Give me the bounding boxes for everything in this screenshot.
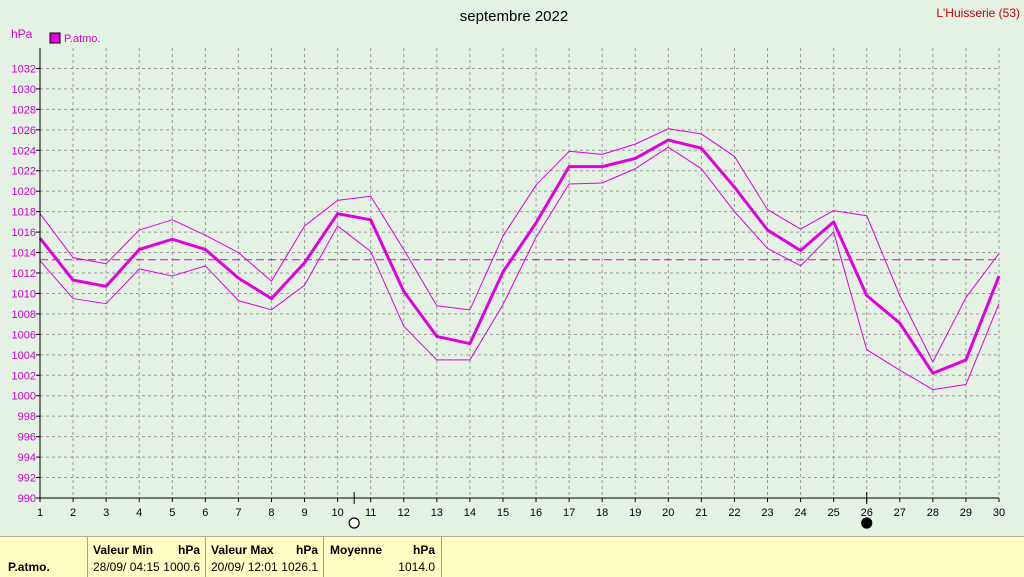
series-line-max [39,128,1000,363]
x-tick-label: 10 [331,507,343,519]
y-tick-label: 1028 [12,104,36,116]
y-tick-label: 1000 [12,391,36,403]
y-tick-label: 1008 [12,309,36,321]
x-tick-label: 26 [861,507,873,519]
series-group [38,128,1001,391]
max-value: 1026.1 [281,560,318,574]
y-tick-label: 1002 [12,370,36,382]
x-tick-label: 19 [629,507,641,519]
min-label: Valeur Min [93,543,154,557]
y-tick-label: 1022 [12,166,36,178]
mean-cell: Moyenne hPa 1014.0 [324,537,442,577]
x-tick-label: 27 [894,507,906,519]
y-tick-label: 1016 [12,227,36,239]
x-tick-label: 9 [301,507,307,519]
chart-area: septembre 2022 L'Huisserie (53) hPa P.at… [11,6,1020,529]
y-tick-label: 1026 [12,125,36,137]
y-tick-label: 1004 [12,350,36,362]
x-tick-label: 21 [695,507,707,519]
x-tick-label: 20 [662,507,674,519]
x-tick-label: 24 [794,507,806,519]
x-tick-label: 2 [70,507,76,519]
y-tick-label: 994 [18,452,36,464]
moon-phases [348,492,873,529]
x-tick-label: 13 [431,507,443,519]
x-tick-label: 12 [398,507,410,519]
x-tick-label: 30 [993,507,1005,519]
x-tick-label: 25 [828,507,840,519]
y-tick-label: 1032 [12,63,36,75]
y-tick-label: 992 [18,473,36,485]
chart-title: septembre 2022 [460,8,568,25]
x-tick-label: 29 [960,507,972,519]
x-tick-label: 22 [728,507,740,519]
y-axis-label: hPa [11,27,33,41]
y-tick-label: 1024 [12,145,36,157]
stats-panel: P.atmo. Valeur Min hPa 28/09/ 04:15 1000… [0,536,1024,577]
x-tick-label: 16 [530,507,542,519]
legend-swatch [49,32,61,44]
max-cell: Valeur Max hPa 20/09/ 12:01 1026.1 [206,537,324,577]
x-tick-label: 8 [268,507,274,519]
max-label: Valeur Max [211,543,274,557]
y-tick-label: 996 [18,432,36,444]
x-tick-label: 11 [365,507,376,519]
y-tick-label: 998 [18,411,36,423]
x-tick-label: 5 [169,507,175,519]
y-tick-label: 1014 [12,248,36,260]
legend-label: P.atmo. [64,33,101,45]
mean-unit: hPa [412,543,435,557]
y-tick-label: 1012 [12,268,36,280]
y-tick-labels: 990 992 994 996 998 1000 1002 1004 1006 1008 1010 1… [12,63,40,505]
y-tick-label: 990 [18,493,36,505]
x-tick-label: 17 [563,507,575,519]
min-datetime: 28/09/ 04:15 [93,560,160,574]
x-tick-labels: 1 2 3 4 5 6 7 8 9 10 11 12 13 14 15 16 17 18 19 20 21 22 23 24 2… [37,498,1005,519]
y-tick-label: 1020 [12,186,36,198]
pressure-chart: septembre 2022 L'Huisserie (53) hPa P.at… [11,6,1020,529]
series-line-mean [38,138,1001,375]
y-tick-label: 1010 [12,288,36,300]
y-tick-label: 1006 [12,329,36,341]
min-cell: Valeur Min hPa 28/09/ 04:15 1000.6 [88,537,206,577]
x-tick-label: 3 [103,507,109,519]
min-unit: hPa [177,543,200,557]
mean-value: 1014.0 [398,560,435,574]
full-moon-icon [348,517,360,529]
x-tick-label: 15 [497,507,509,519]
x-tick-label: 4 [136,507,142,519]
max-datetime: 20/09/ 12:01 [211,560,278,574]
x-tick-label: 28 [927,507,939,519]
x-tick-label: 14 [464,507,476,519]
x-tick-label: 7 [235,507,241,519]
x-tick-label: 1 [37,507,43,519]
max-unit: hPa [295,543,318,557]
stats-row-label-cell: P.atmo. [0,537,88,577]
y-tick-label: 1018 [12,207,36,219]
series-line-min [39,146,1000,391]
station-name: L'Huisserie (53) [936,6,1020,20]
min-value: 1000.6 [163,560,200,574]
x-tick-label: 23 [761,507,773,519]
y-tick-label: 1030 [12,84,36,96]
x-tick-label: 6 [202,507,208,519]
mean-label: Moyenne [330,543,383,557]
stats-row-label: P.atmo. [8,560,50,574]
new-moon-icon [861,517,873,529]
x-tick-label: 18 [596,507,608,519]
